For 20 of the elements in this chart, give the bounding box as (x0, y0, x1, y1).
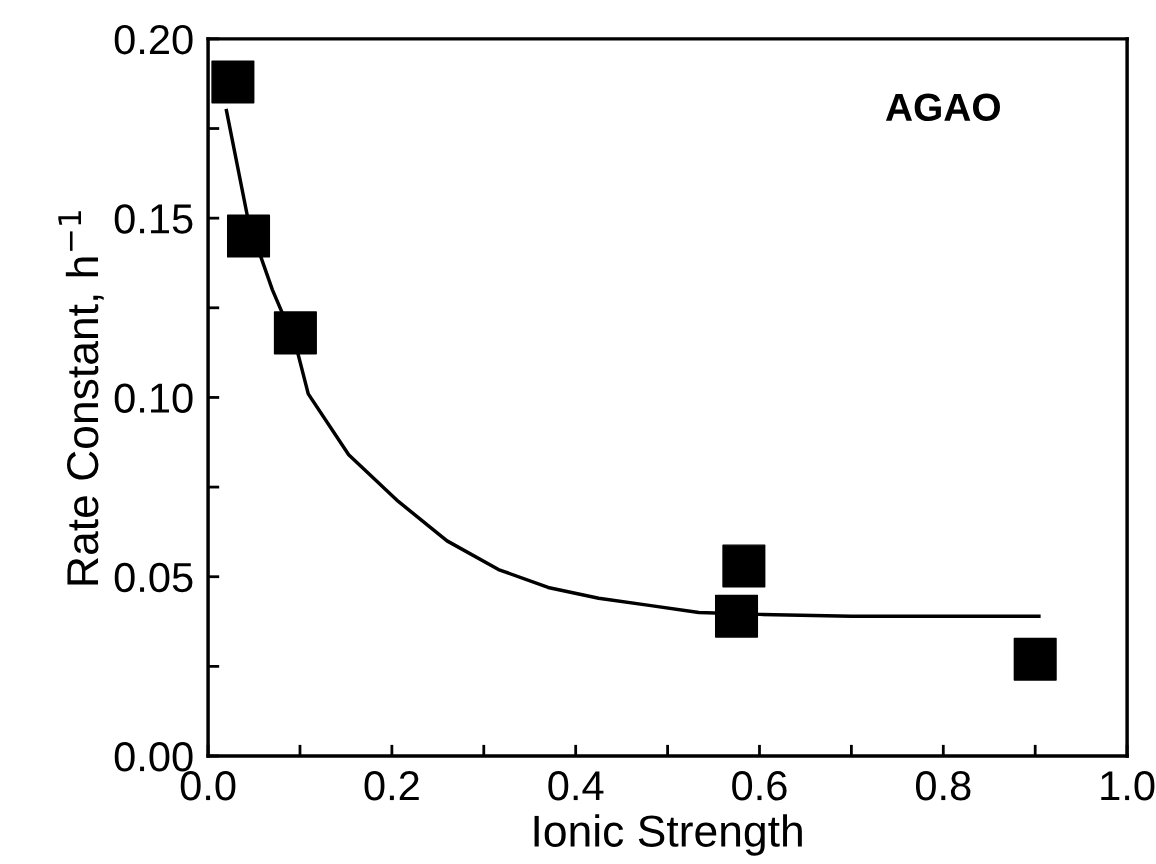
point (226, 214, 271, 258)
point (273, 311, 317, 355)
y-tick-label: 0.00 (114, 742, 193, 772)
point (714, 594, 759, 638)
y-tick-label: 0.05 (114, 562, 193, 593)
x-tick-label: 0.4 (548, 770, 604, 801)
point (211, 60, 255, 104)
y-tick-label: 0.10 (114, 383, 193, 413)
y-tick-label: 0.20 (114, 24, 193, 55)
x-tick-label: 1.0 (1101, 770, 1155, 801)
y-axis-title: Rate Constant, h$^{−1}$ (58, 211, 104, 585)
x-tick-label: 0.0 (180, 770, 236, 801)
y-tick-label: 0.15 (114, 204, 193, 234)
x-axis-title: Ionic Strength (534, 814, 802, 856)
annotation: AGAO (885, 93, 1000, 122)
x-tick-label: 0.8 (915, 770, 971, 801)
point (1013, 637, 1057, 681)
x-tick-label: 0.6 (732, 770, 787, 801)
point (722, 544, 766, 588)
x-tick-label: 0.2 (364, 770, 419, 801)
